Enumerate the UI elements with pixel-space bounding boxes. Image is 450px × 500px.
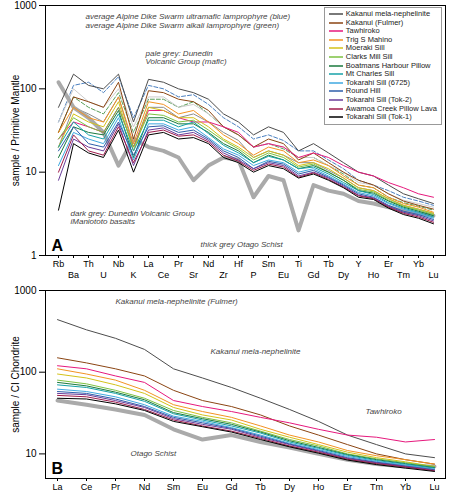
svg-text:Ho: Ho (313, 482, 325, 492)
svg-text:Y: Y (355, 259, 361, 269)
svg-text:Sm: Sm (262, 259, 276, 269)
svg-text:Yb: Yb (400, 482, 411, 492)
html-text:Boatmans Harbour Pillow: Boatmans Harbour Pillow (345, 60, 431, 70)
html-text:Mt Charles Sill: Mt Charles Sill (345, 69, 395, 79)
svg-text:Er: Er (343, 482, 352, 492)
svg-text:La: La (143, 259, 153, 269)
svg-text:Ba: Ba (68, 270, 79, 280)
svg-text:Nd: Nd (203, 259, 215, 269)
svg-text:Tawhiroko: Tawhiroko (366, 407, 403, 416)
svg-text:Eu: Eu (197, 482, 208, 492)
svg-text:10: 10 (25, 448, 37, 459)
svg-text:Dy: Dy (338, 270, 349, 280)
svg-text:sample / CI Chondrite: sample / CI Chondrite (10, 336, 21, 433)
html-text:Tokarahi Sill (6725): Tokarahi Sill (6725) (345, 77, 410, 87)
html-text:Kakanui mela-nephelinite: Kakanui mela-nephelinite (345, 9, 431, 18)
svg-text:Pr: Pr (174, 259, 183, 269)
svg-text:Yb: Yb (413, 259, 424, 269)
svg-text:10: 10 (25, 166, 37, 177)
html-text:Tokarahi Sill (Tok-2): Tokarahi Sill (Tok-2) (345, 94, 412, 104)
svg-text:Ho: Ho (368, 270, 380, 280)
svg-text:Kakanui mela-nephelinite (Fulm: Kakanui mela-nephelinite (Fulmer) (116, 297, 239, 306)
svg-text:thick grey Otago Schist: thick grey Otago Schist (201, 240, 284, 249)
svg-text:U: U (100, 270, 107, 280)
html-text:Tawhiroko: Tawhiroko (345, 26, 380, 36)
svg-text:Zr: Zr (219, 270, 228, 280)
html-text:Kakanui (Fulmer): Kakanui (Fulmer) (345, 17, 404, 27)
svg-text:1000: 1000 (14, 0, 37, 11)
svg-text:Eu: Eu (278, 270, 289, 280)
svg-text:Rb: Rb (53, 259, 65, 269)
svg-text:Tm: Tm (370, 482, 383, 492)
html-text:Moeraki Sill: Moeraki Sill (345, 43, 385, 53)
svg-text:sample / Primitive Mantle: sample / Primitive Mantle (10, 74, 21, 186)
svg-text:La: La (52, 482, 62, 492)
svg-text:Sm: Sm (167, 482, 181, 492)
svg-text:average Alpine Dike Swarm alka: average Alpine Dike Swarm alkali lamprop… (86, 21, 280, 30)
svg-text:B: B (52, 460, 64, 477)
html-text:Round Hill: Round Hill (345, 86, 381, 96)
svg-text:Th: Th (83, 259, 94, 269)
svg-text:Otago Schist: Otago Schist (131, 449, 178, 458)
svg-text:Er: Er (384, 259, 393, 269)
html-text:Trig S Mahino: Trig S Mahino (345, 34, 393, 44)
svg-text:Tb: Tb (255, 482, 266, 492)
svg-text:Lu: Lu (429, 482, 439, 492)
svg-text:100: 100 (20, 83, 37, 94)
html-text:Clarks Mill Sill: Clarks Mill Sill (345, 52, 393, 61)
svg-text:Lu: Lu (428, 270, 438, 280)
svg-text:average Alpine Dike Swarm ultr: average Alpine Dike Swarm ultramafic lam… (86, 12, 291, 21)
svg-text:Ce: Ce (158, 270, 170, 280)
svg-text:K: K (130, 270, 136, 280)
svg-text:Tm: Tm (397, 270, 410, 280)
svg-text:Pr: Pr (111, 482, 120, 492)
svg-text:Ti: Ti (295, 259, 302, 269)
svg-text:Kakanui mela-nephelinite: Kakanui mela-nephelinite (211, 347, 301, 356)
svg-text:Dy: Dy (284, 482, 295, 492)
svg-text:Sr: Sr (189, 270, 198, 280)
svg-text:Ce: Ce (81, 482, 93, 492)
html-text:Tokarahi Sill (Tok-1): Tokarahi Sill (Tok-1) (345, 112, 412, 122)
svg-text:1: 1 (31, 250, 37, 261)
svg-text:100: 100 (20, 366, 37, 377)
svg-text:Nd: Nd (139, 482, 151, 492)
svg-text:Tb: Tb (323, 259, 334, 269)
svg-text:Nb: Nb (113, 259, 125, 269)
svg-text:A: A (52, 237, 64, 254)
svg-text:Gd: Gd (307, 270, 319, 280)
svg-text:dark grey: Dunedin Volcanic Gr: dark grey: Dunedin Volcanic GroupiManiot… (71, 209, 196, 226)
svg-text:1000: 1000 (14, 285, 37, 296)
svg-text:Gd: Gd (225, 482, 237, 492)
html-text:Awamoa Creek Pillow Lava: Awamoa Creek Pillow Lava (345, 103, 437, 113)
svg-text:pale grey: DunedinVolcanic Gro: pale grey: DunedinVolcanic Group (mafic) (145, 49, 227, 66)
svg-text:Hf: Hf (234, 259, 243, 269)
svg-text:P: P (250, 270, 256, 280)
